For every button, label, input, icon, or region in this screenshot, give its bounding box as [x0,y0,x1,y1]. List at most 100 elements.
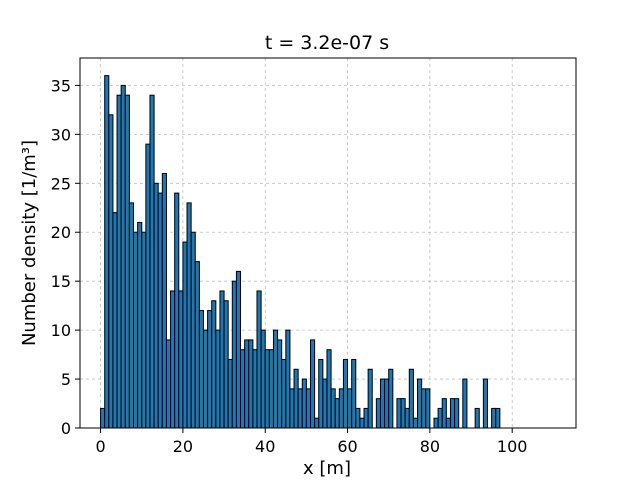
bar-22 [190,231,196,429]
y-tick-label-2: 10 [51,321,71,340]
bar-4 [116,94,122,429]
bar-7 [128,202,135,429]
bar-23 [194,261,200,429]
bar-44 [281,358,287,429]
bar-57 [334,398,340,429]
bar-37 [252,349,258,429]
bar-5 [120,84,126,429]
bar-12 [149,94,155,429]
bar-1 [104,75,110,429]
bar-52 [314,417,320,429]
y-tick-label-5: 25 [51,174,71,193]
bar-83 [441,398,447,429]
bar-58 [338,388,344,429]
bar-55 [326,349,332,429]
bar-70 [388,368,394,429]
y-axis: 0 5 10 15 20 25 30 35 [51,76,80,438]
bar-28 [215,329,221,429]
bar-81 [433,417,439,429]
bar-6 [124,94,130,429]
bar-95 [491,407,497,429]
bar-82 [437,407,443,429]
bar-88 [462,378,468,429]
bar-85 [449,398,456,429]
bar-74 [404,407,410,429]
bar-79 [425,388,431,429]
bar-15 [161,173,167,429]
bar-46 [289,388,295,429]
bar-47 [293,368,299,429]
y-tick-label-4: 20 [51,223,71,242]
bars [100,75,501,429]
bar-42 [272,329,279,429]
bar-30 [223,300,229,429]
bar-34 [240,349,246,429]
bar-17 [170,290,176,429]
bar-51 [310,339,316,429]
bar-35 [244,339,250,429]
bar-86 [454,398,460,429]
bar-19 [178,290,184,429]
bar-21 [186,202,192,429]
bar-29 [219,290,225,429]
bar-18 [174,192,180,429]
bar-10 [141,231,147,429]
plot-frame [79,57,577,429]
bar-53 [318,358,324,429]
x-tick-label-1: 20 [173,437,193,456]
bar-77 [417,378,423,429]
bar-38 [256,290,262,429]
bar-56 [330,388,336,429]
bar-61 [351,358,357,429]
y-axis-title: Number density [1/m³] [19,140,40,346]
bar-67 [375,398,381,429]
bar-39 [260,329,266,429]
bar-11 [145,143,151,429]
bar-50 [305,388,312,429]
bar-33 [235,270,242,429]
chart-title: t = 3.2e-07 s [265,32,389,54]
bar-32 [231,280,237,429]
bar-9 [137,221,143,429]
bar-45 [285,329,291,429]
x-tick-label-5: 100 [497,437,528,456]
bar-60 [347,388,353,429]
bar-93 [482,378,489,429]
bar-20 [182,241,188,429]
y-tick-label-1: 5 [61,370,71,389]
bar-59 [342,358,349,429]
bar-41 [268,349,274,429]
bar-73 [400,398,406,429]
bar-31 [227,358,233,429]
bar-96 [495,407,501,429]
bar-16 [165,339,172,429]
bar-62 [355,407,361,429]
y-tick-label-6: 30 [51,125,71,144]
bar-65 [367,368,373,429]
bar-68 [379,378,386,429]
y-tick-label-0: 0 [61,419,71,438]
bar-49 [301,378,307,429]
x-tick-label-2: 40 [255,437,275,456]
bar-75 [408,368,414,429]
bar-43 [277,339,283,429]
bar-64 [363,407,369,429]
x-axis: 0 20 40 60 80 100 [95,428,527,456]
bar-63 [359,417,365,429]
bar-14 [157,192,163,429]
x-tick-label-3: 60 [337,437,357,456]
bar-36 [248,339,254,429]
y-tick-label-3: 15 [51,272,71,291]
x-tick-label-4: 80 [420,437,440,456]
bar-69 [384,378,390,429]
bar-0 [100,407,106,429]
bar-13 [153,182,159,429]
bar-76 [412,417,419,429]
bar-91 [474,407,480,429]
bar-48 [297,388,303,429]
bar-26 [207,310,213,429]
bar-24 [198,310,204,429]
bar-72 [396,398,402,429]
x-axis-title: x [m] [303,458,351,479]
